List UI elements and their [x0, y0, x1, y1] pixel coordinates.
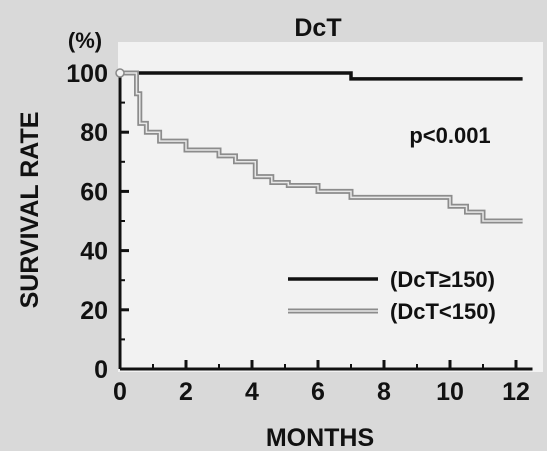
chart-title: DcT	[294, 14, 341, 42]
series-start-point	[115, 68, 125, 78]
legend-label: (DcT<150)	[390, 299, 496, 324]
y-unit-label: (%)	[68, 28, 102, 53]
y-tick-label: 80	[80, 119, 108, 147]
legend-label: (DcT≥150)	[390, 267, 495, 292]
series-line-dct-lt150-inner	[120, 72, 523, 222]
series-group	[115, 68, 523, 224]
y-tick-label: 0	[94, 356, 108, 384]
x-tick-label: 10	[436, 378, 464, 406]
x-tick-label: 6	[311, 378, 325, 406]
x-tick-label: 0	[113, 378, 127, 406]
x-tick-label: 12	[502, 378, 530, 406]
x-tick-label: 2	[179, 378, 193, 406]
series-line-dct-ge150	[120, 71, 523, 81]
y-axis-label: SURVIVAL RATE	[16, 112, 44, 309]
axes: 0 20 40 60 80 100 0 2 4 6 8 10 12	[66, 60, 533, 406]
x-tick-label: 4	[245, 378, 259, 406]
plot-area-background	[118, 42, 543, 372]
y-tick-label: 100	[66, 60, 108, 88]
y-tick-label: 20	[80, 297, 108, 325]
y-tick-label: 60	[80, 178, 108, 206]
p-value-annotation: p<0.001	[409, 123, 490, 148]
legend: (DcT≥150) (DcT<150)	[288, 267, 496, 324]
x-axis-label: MONTHS	[266, 424, 374, 451]
x-tick-label: 8	[377, 378, 391, 406]
y-tick-label: 40	[80, 238, 108, 266]
